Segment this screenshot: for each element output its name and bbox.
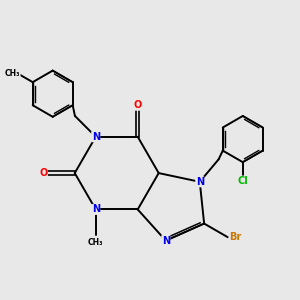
Text: O: O (39, 168, 47, 178)
Text: O: O (134, 100, 142, 110)
Text: Cl: Cl (237, 176, 248, 186)
Text: N: N (196, 177, 204, 187)
Text: Br: Br (229, 232, 242, 242)
Text: N: N (92, 204, 100, 214)
Text: CH₃: CH₃ (88, 238, 103, 247)
Text: N: N (162, 236, 170, 246)
Text: CH₃: CH₃ (5, 69, 20, 78)
Text: N: N (92, 132, 100, 142)
